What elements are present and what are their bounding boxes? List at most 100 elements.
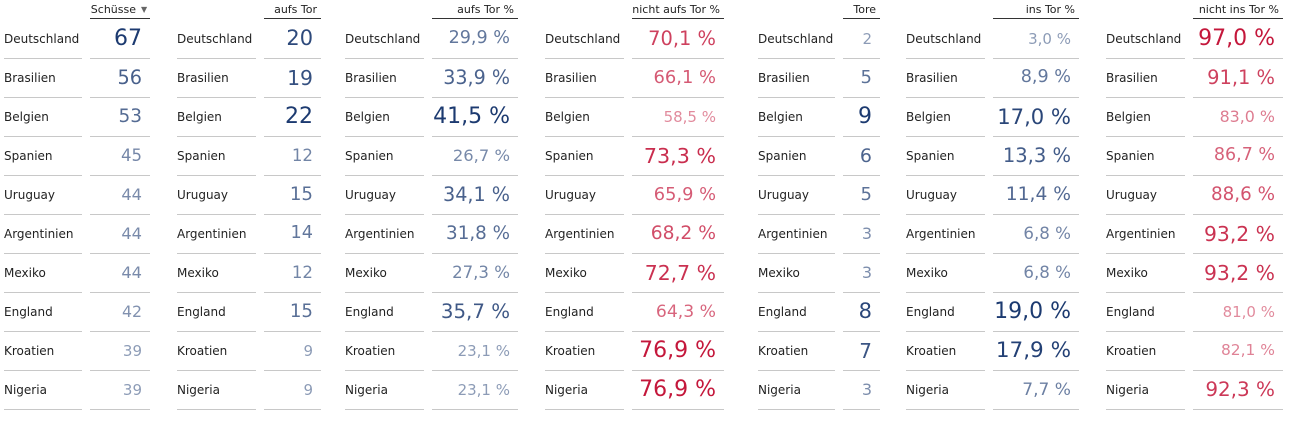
metric-value: 13,3 % — [1002, 144, 1071, 168]
sort-arrow[interactable]: ▼ — [141, 5, 148, 14]
row-divider — [432, 97, 518, 98]
row-divider — [906, 409, 985, 410]
column-header[interactable]: nicht ins Tor % — [1198, 3, 1279, 16]
row-divider — [758, 58, 835, 59]
country-name: Kroatien — [545, 344, 596, 358]
row-divider — [993, 58, 1079, 59]
country-name: Belgien — [177, 110, 222, 124]
row-divider — [90, 175, 150, 176]
metric-value: 65,9 % — [653, 184, 716, 206]
row-divider — [345, 97, 424, 98]
row-divider — [1193, 97, 1283, 98]
row-divider — [177, 58, 256, 59]
row-divider — [758, 175, 835, 176]
row-divider — [993, 292, 1079, 293]
row-divider — [906, 97, 985, 98]
row-divider — [90, 253, 150, 254]
country-name: Argentinien — [906, 227, 976, 241]
metric-value: 42 — [121, 302, 142, 322]
row-divider — [632, 292, 724, 293]
column-header[interactable]: Schüsse — [90, 3, 136, 16]
row-divider — [843, 292, 880, 293]
country-name: Argentinien — [758, 227, 828, 241]
metric-value: 17,9 % — [995, 338, 1071, 364]
row-divider — [758, 409, 835, 410]
row-divider — [4, 136, 82, 137]
row-divider — [432, 58, 518, 59]
metric-value: 66,1 % — [653, 67, 716, 89]
metric-value: 17,0 % — [997, 104, 1071, 130]
metric-value: 3 — [861, 380, 872, 400]
country-name: Mexiko — [906, 266, 948, 280]
header-underline — [843, 18, 880, 19]
metric-value: 3 — [861, 263, 872, 283]
column-header[interactable]: ins Tor % — [1025, 3, 1075, 16]
metric-value: 27,3 % — [452, 262, 510, 282]
row-divider — [632, 214, 724, 215]
row-divider — [4, 409, 82, 410]
metric-value: 39 — [122, 341, 142, 360]
country-name: Spanien — [906, 149, 955, 163]
country-name: Uruguay — [758, 188, 809, 202]
country-name: England — [177, 305, 226, 319]
row-divider — [432, 136, 518, 137]
row-divider — [1106, 175, 1185, 176]
country-name: England — [1106, 305, 1155, 319]
row-divider — [1193, 136, 1283, 137]
country-name: Belgien — [906, 110, 951, 124]
column-header[interactable]: Tore — [853, 3, 876, 16]
metric-value: 91,1 % — [1207, 66, 1275, 90]
country-name: Nigeria — [345, 383, 388, 397]
row-divider — [1106, 370, 1185, 371]
metric-value: 7,7 % — [1022, 379, 1071, 400]
row-divider — [1106, 409, 1185, 410]
row-divider — [177, 331, 256, 332]
row-divider — [545, 331, 624, 332]
row-divider — [90, 370, 150, 371]
country-name: Mexiko — [545, 266, 587, 280]
row-divider — [177, 292, 256, 293]
row-divider — [4, 175, 82, 176]
row-divider — [432, 292, 518, 293]
country-name: Belgien — [4, 110, 49, 124]
row-divider — [993, 253, 1079, 254]
row-divider — [345, 331, 424, 332]
column-header[interactable]: aufs Tor — [274, 3, 317, 16]
country-name: Uruguay — [177, 188, 228, 202]
metric-value: 68,2 % — [650, 222, 716, 244]
metric-value: 19,0 % — [994, 298, 1071, 324]
metric-value: 34,1 % — [443, 183, 510, 207]
row-divider — [632, 331, 724, 332]
row-divider — [843, 58, 880, 59]
metric-value: 86,7 % — [1213, 145, 1275, 166]
row-divider — [264, 175, 321, 176]
country-name: Deutschland — [177, 32, 253, 46]
country-name: Brasilien — [906, 71, 958, 85]
row-divider — [432, 175, 518, 176]
country-name: Argentinien — [4, 227, 74, 241]
column-header[interactable]: aufs Tor % — [457, 3, 514, 16]
column-header[interactable]: nicht aufs Tor % — [632, 3, 720, 16]
row-divider — [264, 214, 321, 215]
country-name: Brasilien — [177, 71, 229, 85]
country-name: Brasilien — [545, 71, 597, 85]
country-name: Spanien — [4, 149, 53, 163]
metric-value: 76,9 % — [639, 376, 716, 402]
country-name: England — [4, 305, 53, 319]
metric-value: 23,1 % — [457, 341, 510, 360]
country-name: Nigeria — [177, 383, 220, 397]
metric-value: 88,6 % — [1211, 183, 1275, 205]
row-divider — [632, 136, 724, 137]
metric-value: 64,3 % — [655, 301, 716, 322]
metric-value: 81,0 % — [1222, 302, 1275, 321]
row-divider — [90, 58, 150, 59]
row-divider — [545, 136, 624, 137]
row-divider — [90, 214, 150, 215]
row-divider — [993, 331, 1079, 332]
row-divider — [758, 97, 835, 98]
metric-value: 19 — [287, 65, 313, 90]
row-divider — [177, 97, 256, 98]
country-name: Belgien — [758, 110, 803, 124]
row-divider — [4, 292, 82, 293]
row-divider — [264, 97, 321, 98]
